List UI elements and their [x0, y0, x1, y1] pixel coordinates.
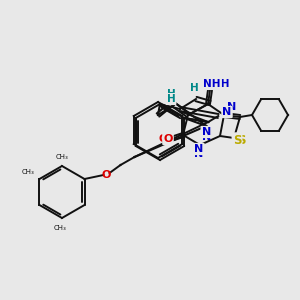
Text: N: N	[202, 132, 211, 142]
Text: H: H	[167, 94, 176, 104]
Text: CH₃: CH₃	[56, 154, 68, 160]
Text: H: H	[190, 83, 198, 93]
Text: N: N	[222, 107, 232, 117]
Text: NH: NH	[212, 79, 230, 89]
Text: H: H	[167, 89, 176, 99]
Text: O: O	[102, 170, 111, 180]
Text: N: N	[194, 144, 204, 154]
Text: N: N	[202, 127, 212, 137]
Text: O: O	[159, 134, 168, 144]
Text: S: S	[233, 134, 241, 146]
Text: CH₃: CH₃	[54, 225, 66, 231]
Text: S: S	[237, 134, 245, 146]
Text: N: N	[227, 102, 236, 112]
Text: NH: NH	[203, 79, 221, 89]
Text: N: N	[194, 149, 204, 159]
Text: N: N	[202, 127, 211, 137]
Text: CH₃: CH₃	[22, 169, 34, 175]
Text: O: O	[163, 134, 173, 144]
